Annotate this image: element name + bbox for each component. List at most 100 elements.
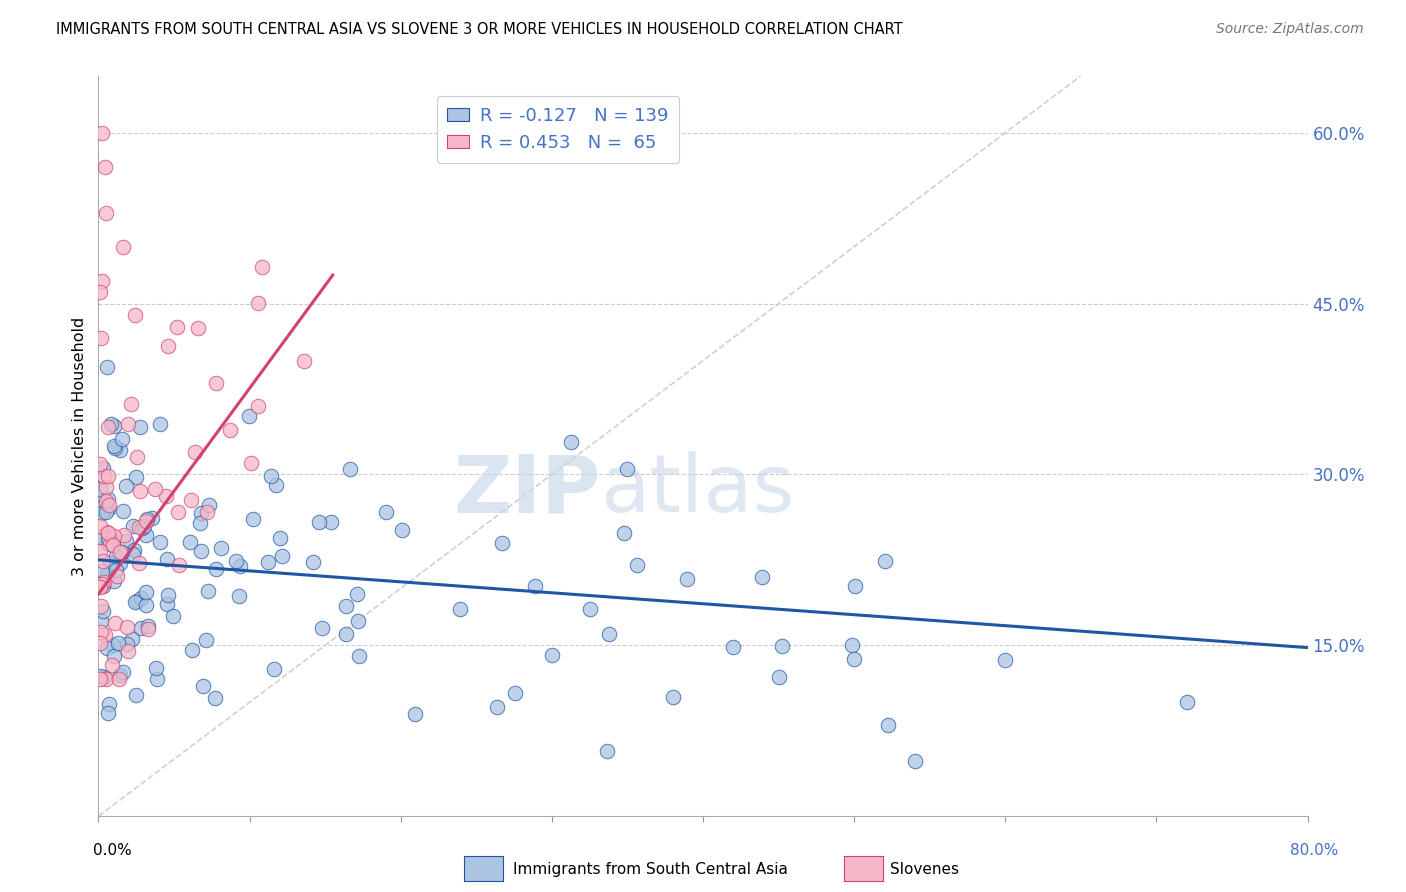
Point bbox=[218, 423, 240, 437]
Point bbox=[301, 555, 323, 569]
Point bbox=[246, 399, 269, 413]
Point bbox=[841, 638, 863, 652]
Point bbox=[96, 359, 118, 374]
Point bbox=[107, 636, 129, 650]
Point bbox=[125, 688, 148, 702]
Point bbox=[117, 643, 139, 657]
Point bbox=[129, 484, 152, 499]
Point bbox=[190, 506, 212, 520]
Point bbox=[124, 595, 146, 609]
Point bbox=[98, 697, 121, 711]
Point bbox=[247, 295, 270, 310]
Point bbox=[661, 690, 683, 704]
Point bbox=[89, 673, 111, 687]
Point bbox=[205, 376, 228, 391]
Point bbox=[136, 619, 159, 633]
Point bbox=[190, 544, 212, 558]
Point bbox=[198, 498, 221, 512]
Point bbox=[768, 670, 790, 684]
Point bbox=[156, 597, 179, 611]
Point bbox=[111, 665, 134, 680]
Point bbox=[108, 668, 131, 682]
Text: IMMIGRANTS FROM SOUTH CENTRAL ASIA VS SLOVENE 3 OR MORE VEHICLES IN HOUSEHOLD CO: IMMIGRANTS FROM SOUTH CENTRAL ASIA VS SL… bbox=[56, 22, 903, 37]
Point bbox=[101, 657, 124, 672]
Point bbox=[135, 599, 157, 613]
Point bbox=[105, 569, 128, 583]
Point bbox=[751, 570, 773, 584]
Point bbox=[105, 549, 128, 563]
Point bbox=[404, 707, 426, 722]
Point bbox=[129, 591, 152, 605]
Point bbox=[96, 420, 118, 434]
Point bbox=[89, 530, 111, 544]
Point bbox=[156, 339, 179, 353]
Point bbox=[103, 439, 125, 453]
Point bbox=[875, 554, 897, 568]
Point bbox=[97, 498, 120, 512]
Point bbox=[180, 492, 202, 507]
Point bbox=[228, 589, 250, 603]
Point bbox=[115, 479, 138, 493]
Y-axis label: 3 or more Vehicles in Household: 3 or more Vehicles in Household bbox=[72, 317, 87, 575]
Point bbox=[135, 585, 157, 599]
Point bbox=[89, 285, 111, 300]
Point bbox=[229, 558, 252, 573]
Point bbox=[103, 648, 125, 663]
Point bbox=[524, 579, 547, 593]
Point bbox=[346, 614, 368, 628]
Point bbox=[96, 568, 118, 582]
Point bbox=[129, 420, 152, 434]
Point bbox=[626, 558, 648, 572]
Point bbox=[90, 624, 112, 639]
Text: Source: ZipAtlas.com: Source: ZipAtlas.com bbox=[1216, 22, 1364, 37]
Point bbox=[540, 648, 562, 662]
Point bbox=[98, 536, 121, 550]
Point bbox=[105, 563, 128, 577]
Point bbox=[89, 482, 111, 496]
Point bbox=[204, 690, 226, 705]
Point bbox=[181, 643, 204, 657]
Point bbox=[97, 468, 120, 483]
Point bbox=[91, 274, 114, 288]
Point bbox=[505, 686, 527, 700]
Text: Immigrants from South Central Asia: Immigrants from South Central Asia bbox=[513, 863, 789, 877]
Point bbox=[122, 547, 145, 561]
Point bbox=[101, 538, 124, 552]
Point bbox=[238, 409, 260, 423]
Point bbox=[257, 556, 280, 570]
Point bbox=[97, 532, 120, 546]
Point bbox=[155, 489, 177, 503]
Point bbox=[224, 554, 246, 568]
Point bbox=[94, 497, 117, 511]
Point bbox=[103, 528, 125, 542]
Point bbox=[91, 554, 114, 568]
Point bbox=[103, 638, 125, 652]
Point bbox=[127, 450, 149, 464]
Point bbox=[111, 504, 134, 518]
Point bbox=[115, 637, 138, 651]
Point bbox=[89, 669, 111, 683]
Point bbox=[104, 616, 127, 631]
Point bbox=[596, 743, 619, 757]
Point bbox=[391, 523, 413, 537]
Point bbox=[91, 579, 114, 593]
Point bbox=[347, 649, 370, 664]
Point bbox=[89, 500, 111, 515]
Point bbox=[103, 419, 125, 434]
Point bbox=[121, 632, 143, 647]
Point bbox=[89, 636, 111, 650]
Point bbox=[115, 620, 138, 634]
Point bbox=[94, 673, 117, 687]
Point bbox=[128, 520, 150, 534]
Point bbox=[97, 501, 120, 516]
Point bbox=[103, 537, 125, 551]
Point bbox=[578, 602, 600, 616]
Point bbox=[616, 462, 638, 476]
Point bbox=[117, 417, 139, 431]
Point bbox=[97, 492, 120, 507]
Point bbox=[108, 556, 131, 570]
Point bbox=[205, 562, 228, 576]
Text: 0.0%: 0.0% bbox=[93, 843, 132, 858]
Point bbox=[136, 622, 159, 636]
Point bbox=[96, 640, 118, 655]
